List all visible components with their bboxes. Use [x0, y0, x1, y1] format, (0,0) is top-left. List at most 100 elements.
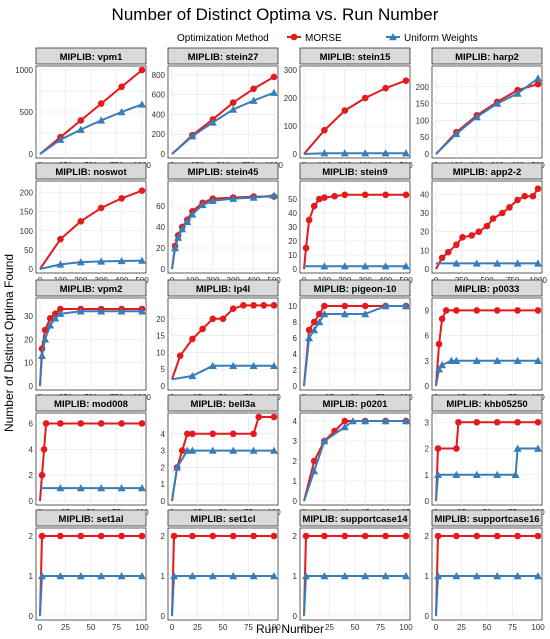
data-point-morse [473, 307, 481, 314]
panel-title: MIPLIB: set1cl [191, 514, 256, 525]
panel-title: MIPLIB: app2-2 [453, 167, 522, 178]
panel: MIPLIB: vpm10500100002505007501000 [15, 47, 151, 170]
data-point-morse [321, 194, 328, 201]
panel-strip [299, 509, 411, 527]
data-point-uniform-weights [402, 302, 410, 310]
y-tick-label: 200 [284, 94, 298, 103]
y-tick-label: 0 [29, 382, 34, 391]
data-point-uniform-weights [381, 572, 390, 580]
legend-label: MORSE [305, 33, 342, 44]
data-point-uniform-weights [249, 446, 258, 454]
y-tick-label: 0 [161, 382, 166, 391]
y-tick-label: 10 [288, 251, 297, 260]
data-point-morse [118, 195, 125, 202]
data-point-uniform-weights [402, 572, 410, 580]
data-point-morse [229, 305, 237, 313]
data-point-morse [189, 335, 196, 343]
x-tick-label: 0 [38, 623, 43, 632]
data-point-uniform-weights [381, 417, 390, 425]
y-tick-label: 0 [293, 265, 298, 274]
data-point-morse [493, 418, 501, 426]
data-point-morse [77, 420, 85, 427]
panel-strip [167, 47, 279, 65]
data-point-morse [229, 430, 237, 438]
data-point-uniform-weights [249, 193, 258, 201]
panel-strip [35, 279, 147, 297]
data-point-morse [229, 99, 237, 106]
data-point-uniform-weights [229, 572, 238, 580]
data-point-morse [40, 446, 48, 453]
data-point-uniform-weights [97, 307, 106, 315]
panel-title: MIPLIB: p0201 [323, 399, 389, 410]
data-point-uniform-weights [305, 334, 314, 342]
legend-item-morse: MORSE [287, 33, 342, 44]
data-point-morse [77, 217, 85, 225]
x-tick-label: 25 [325, 623, 334, 632]
legend-title: Optimization Method [177, 33, 269, 44]
panel-title: MIPLIB: noswot [55, 167, 127, 178]
series-line-uniform-weights [39, 259, 143, 270]
panel-title: MIPLIB: pigeon-10 [314, 284, 397, 295]
panel: MIPLIB: supportcase16 0 1 2 0 25 50 75 100 [425, 509, 545, 632]
y-tick-label: 2 [161, 532, 166, 541]
panel-title: MIPLIB: set1al [59, 514, 124, 525]
data-point-morse [521, 192, 529, 200]
x-tick-label: 100 [267, 623, 281, 632]
panel-title: MIPLIB: khb05250 [446, 399, 527, 410]
panel-strip [167, 162, 279, 180]
data-point-morse [321, 302, 328, 310]
y-tick-label: 8 [293, 318, 298, 327]
y-tick-label: 15 [156, 332, 165, 341]
y-tick-label: 0 [161, 150, 166, 159]
data-point-morse [444, 248, 452, 256]
data-point-morse [534, 418, 542, 426]
data-point-morse [514, 418, 521, 426]
data-point-morse [534, 80, 542, 88]
data-point-morse [77, 532, 85, 540]
data-point-morse [270, 73, 278, 81]
data-point-uniform-weights [38, 572, 47, 580]
data-point-morse [138, 420, 146, 427]
x-tick-label: 75 [112, 623, 121, 632]
data-point-uniform-weights [208, 446, 217, 454]
data-point-uniform-weights [452, 572, 461, 580]
data-point-morse [38, 471, 46, 479]
y-tick-label: 6 [29, 419, 34, 428]
data-point-uniform-weights [138, 307, 146, 315]
data-point-uniform-weights [56, 572, 65, 580]
data-point-uniform-weights [513, 444, 522, 452]
data-point-morse [434, 532, 442, 540]
data-point-uniform-weights [310, 467, 319, 475]
data-point-morse [435, 340, 443, 348]
data-point-uniform-weights [76, 572, 85, 580]
data-point-uniform-weights [56, 484, 65, 492]
data-point-morse [97, 100, 105, 107]
data-point-morse [97, 420, 105, 427]
y-tick-label: 50 [24, 246, 33, 255]
data-point-uniform-weights [138, 256, 146, 264]
data-point-morse [176, 352, 184, 360]
data-point-morse [302, 244, 310, 252]
panel-plot-area [299, 412, 411, 506]
data-point-uniform-weights [472, 259, 481, 267]
series-line-uniform-weights [435, 447, 538, 502]
y-tick-label: 100 [416, 116, 430, 125]
data-point-uniform-weights [493, 99, 502, 107]
data-point-uniform-weights [472, 470, 481, 478]
panel-strip [299, 47, 411, 65]
data-point-uniform-weights [46, 321, 55, 329]
series-line-uniform-weights [435, 77, 539, 155]
data-point-morse [52, 310, 59, 317]
x-tick-label: 0 [434, 623, 439, 632]
data-point-morse [270, 302, 278, 309]
y-tick-label: 1000 [15, 66, 33, 75]
data-point-morse [514, 532, 521, 540]
y-tick-label: 2 [293, 532, 298, 541]
y-tick-label: 0 [161, 497, 166, 506]
y-tick-label: 0 [293, 382, 298, 391]
data-point-uniform-weights [435, 365, 444, 373]
y-tick-label: 0 [161, 612, 166, 621]
data-point-uniform-weights [438, 361, 447, 369]
y-tick-label: 2 [425, 445, 430, 454]
data-point-uniform-weights [117, 484, 126, 492]
